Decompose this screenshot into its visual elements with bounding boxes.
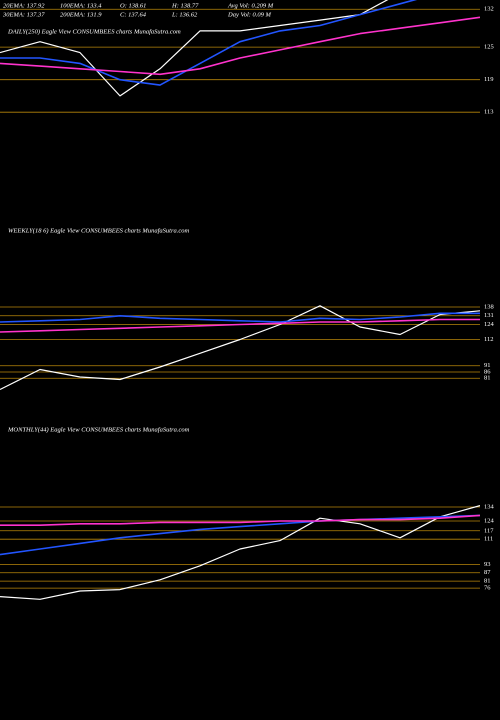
level-label: 125 (484, 44, 494, 51)
price-line (0, 0, 389, 97)
price-line (0, 514, 480, 527)
price-line (0, 0, 418, 86)
level-label: 132 (484, 6, 494, 13)
price-line (0, 514, 480, 556)
level-label: 117 (484, 527, 494, 534)
price-line (0, 318, 480, 333)
level-label: 124 (484, 321, 495, 328)
panel-title: DAILY(250) Eagle View CONSUMBEES charts … (7, 28, 181, 35)
price-line (0, 505, 480, 600)
level-label: 87 (484, 569, 491, 576)
header-stat: H: 138.77 (171, 2, 199, 9)
header-stat: L: 136.62 (171, 11, 198, 18)
price-line (0, 16, 480, 76)
level-label: 81 (484, 578, 491, 585)
level-label: 119 (484, 76, 494, 83)
level-label: 131 (484, 312, 494, 319)
series-group (0, 0, 480, 97)
header-stat: 30EMA: 137.37 (2, 11, 45, 18)
header-stat: C: 137.64 (120, 11, 147, 18)
price-line (0, 312, 480, 323)
header-stat: Day Vol: 0.09 M (227, 11, 272, 18)
level-label: 134 (484, 503, 495, 510)
level-label: 93 (484, 561, 491, 568)
price-line (0, 305, 480, 391)
level-label: 124 (484, 517, 495, 524)
level-label: 112 (484, 336, 494, 343)
panel-title: WEEKLY(18 6) Eagle View CONSUMBEES chart… (8, 227, 189, 234)
series-group (0, 305, 480, 391)
header-stat: 200EMA: 131.9 (60, 11, 102, 18)
level-label: 76 (484, 585, 491, 592)
header-stat: 100EMA: 133.4 (60, 2, 102, 9)
header-stat: O: 138.61 (120, 2, 146, 9)
panel-title: MONTHLY(44) Eagle View CONSUMBEES charts… (7, 426, 190, 433)
level-label: 113 (484, 109, 494, 116)
level-label: 91 (484, 362, 491, 369)
level-label: 111 (484, 536, 493, 543)
header-stat: Avg Vol: 0.209 M (227, 2, 274, 9)
series-group (0, 505, 480, 600)
level-label: 86 (484, 368, 491, 375)
header-stat: 20EMA: 137.92 (3, 2, 45, 9)
level-label: 81 (484, 375, 491, 382)
level-label: 138 (484, 303, 494, 310)
